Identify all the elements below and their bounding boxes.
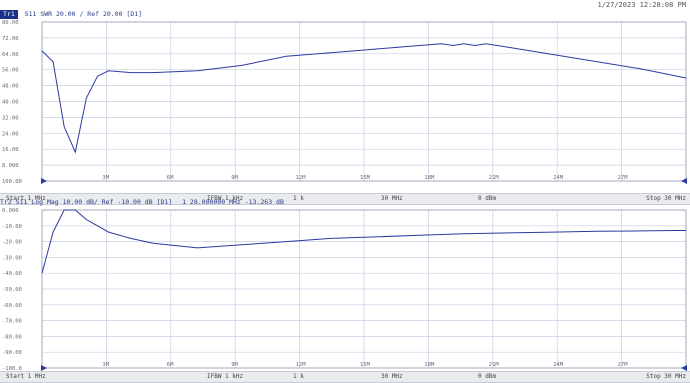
trace1-y-tick-label: 48.00 (2, 84, 19, 90)
trace2-x-tick-label: 21M (489, 362, 500, 368)
footer-start: Start 1 MHz (6, 195, 46, 202)
footer-start: Start 1 MHz (6, 373, 46, 380)
trace2-plot[interactable]: 0.000 -10.00 -20.00 -30.00 -40.00 -50.00 -60.0… (0, 198, 690, 371)
trace1-y-tick-label: 64.00 (2, 52, 19, 58)
footer-stop: Stop 30 MHz (646, 195, 686, 202)
trace2-x-tick-label: 27M (618, 362, 629, 368)
trace2-header[interactable]: Tr2 S11 Log Mag 10.00 dB/ Ref -10.00 dB … (0, 198, 690, 207)
trace1-footer: Start 1 MHz IFBW 1 kHz 1 k 30 MHz 0 dBm … (0, 193, 690, 205)
footer-ifbw: IFBW 1 kHz (207, 373, 244, 380)
trace2-y-tick-label: -30.00 (2, 255, 22, 261)
trace1-reference-marker[interactable] (41, 178, 47, 184)
trace2-x-tick-label: 9M (231, 362, 238, 368)
trace1-y-tick-label: 16.00 (2, 147, 19, 153)
trace1-y-tick-label: 40.00 (2, 100, 19, 106)
trace2-stop-marker[interactable] (681, 365, 687, 371)
trace1-y-tick-label: 24.00 (2, 131, 19, 137)
trace2-grid (42, 210, 686, 368)
trace2-reference-marker[interactable] (41, 365, 47, 371)
trace1-x-tick-label: 3M (102, 175, 109, 181)
trace2-x-tick-label: 15M (360, 362, 371, 368)
trace1-x-tick-label: 6M (167, 175, 174, 181)
trace1-y-tick-label: 72.00 (2, 36, 19, 42)
trace2-frame (41, 209, 687, 369)
trace1-x-tick-label: 9M (231, 175, 238, 181)
trace1-tag[interactable]: Tr1 (0, 10, 18, 19)
footer-cw-freq: 30 MHz (381, 373, 403, 380)
footer-points: 1 k (293, 195, 304, 202)
footer-points: 1 k (293, 373, 304, 380)
trace1-y-tick-label: 100.00 (2, 179, 22, 185)
trace1-x-tick-label: 18M (424, 175, 435, 181)
timestamp: 1/27/2023 12:28:08 PM (597, 1, 686, 9)
marker1-readout: 1 28.000000 MHz -13.263 dB (182, 198, 284, 206)
trace2-y-tick-label: -100.0 (2, 366, 22, 371)
trace2-y-tick-label: -10.00 (2, 224, 22, 230)
trace1-pane[interactable]: Tr1 S11 SWR 20.00 / Ref 20.00 [D1] 80.00… (0, 10, 690, 205)
trace1-y-tick-label: 80.00 (2, 20, 19, 26)
trace2-x-tick-label: 6M (167, 362, 174, 368)
trace1-stop-marker[interactable] (681, 178, 687, 184)
trace1-y-tick-label: 32.00 (2, 115, 19, 121)
trace2-y-tick-label: -40.00 (2, 271, 22, 277)
trace1-series-line (41, 43, 687, 154)
trace2-y-tick-label: -70.00 (2, 319, 22, 325)
trace1-frame (41, 21, 687, 182)
trace1-header[interactable]: Tr1 S11 SWR 20.00 / Ref 20.00 [D1] (0, 10, 690, 19)
trace1-y-tick-label: 56.00 (2, 68, 19, 74)
trace1-x-tick-label: 27M (618, 175, 629, 181)
trace2-x-tick-label: 18M (424, 362, 435, 368)
footer-power: 0 dBm (478, 373, 497, 380)
trace1-x-tick-label: 21M (489, 175, 500, 181)
trace1-grid (42, 22, 686, 181)
trace1-y-tick-label: 8.000 (2, 163, 19, 169)
trace2-y-tick-label: -60.00 (2, 303, 22, 309)
trace2-footer: Start 1 MHz IFBW 1 kHz 1 k 30 MHz 0 dBm … (0, 371, 690, 383)
footer-stop: Stop 30 MHz (646, 373, 686, 380)
trace1-label: S11 SWR 20.00 / Ref 20.00 [D1] (24, 10, 143, 18)
trace2-x-tick-label: 24M (553, 362, 564, 368)
trace2-pane[interactable]: Tr2 S11 Log Mag 10.00 dB/ Ref -10.00 dB … (0, 198, 690, 381)
trace1-x-tick-label: 12M (296, 175, 307, 181)
footer-cw-freq: 30 MHz (381, 195, 403, 202)
footer-ifbw: IFBW 1 kHz (207, 195, 244, 202)
trace2-y-tick-label: -20.00 (2, 240, 22, 246)
trace1-plot[interactable]: 80.00 72.00 64.00 56.00 48.00 40.00 32.00 24.00… (0, 10, 690, 193)
trace1-x-tick-label: 15M (360, 175, 371, 181)
trace1-x-tick-label: 24M (553, 175, 564, 181)
trace2-x-tick-label: 12M (296, 362, 307, 368)
trace2-x-tick-label: 3M (102, 362, 109, 368)
trace2-y-tick-label: -80.00 (2, 334, 22, 340)
trace2-y-tick-label: -90.00 (2, 350, 22, 356)
trace2-y-tick-label: -50.00 (2, 287, 22, 293)
footer-power: 0 dBm (478, 195, 497, 202)
trace2-series-line (41, 209, 686, 274)
trace2-y-tick-label: 0.000 (2, 208, 19, 214)
trace2-label: Tr2 S11 Log Mag 10.00 dB/ Ref -10.00 dB … (0, 198, 173, 206)
